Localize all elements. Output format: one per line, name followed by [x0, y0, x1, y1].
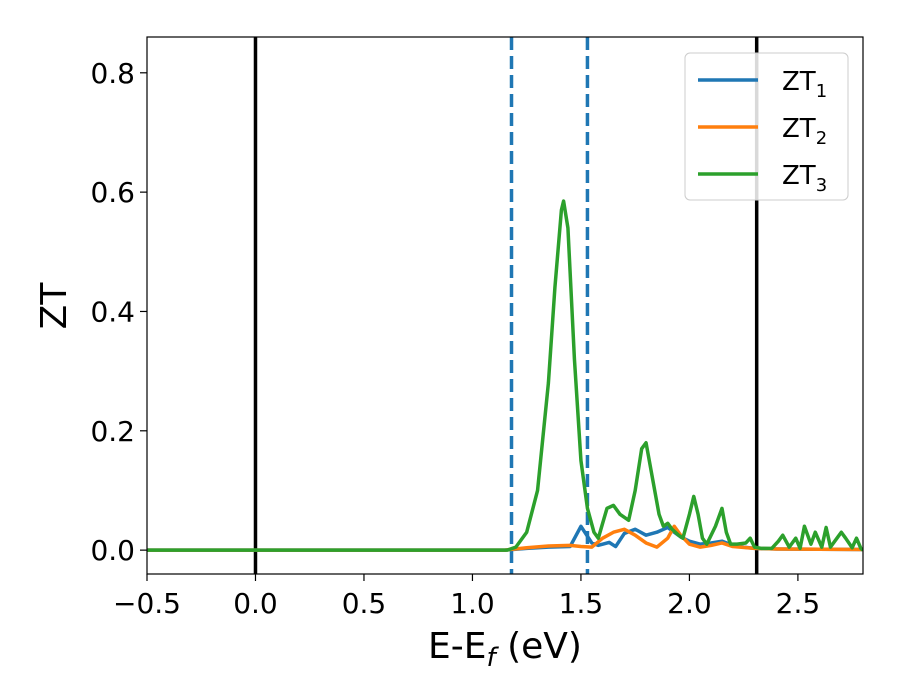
legend-box — [684, 52, 849, 201]
y-tick-label: 0.6 — [90, 176, 135, 209]
x-tick-label: −0.5 — [113, 587, 181, 620]
y-tick-label: 0.2 — [90, 415, 135, 448]
x-tick-label: 0.5 — [342, 587, 387, 620]
series-line-zt3 — [147, 199, 863, 552]
legend-label: ZT2 — [782, 114, 827, 149]
y-tick-label: 0.0 — [90, 534, 135, 567]
reference-lines — [253, 37, 759, 574]
x-tick-label: 1.0 — [450, 587, 495, 620]
series-lines — [147, 199, 863, 552]
y-axis: 0.0 0.2 0.4 0.6 0.8 — [90, 57, 147, 567]
y-axis-label: ZT — [34, 282, 75, 330]
x-tick-label: 2.5 — [776, 587, 821, 620]
x-axis: −0.5 0.0 0.5 1.0 1.5 2.0 2.5 — [113, 574, 820, 620]
legend: ZT1 ZT2 ZT3 — [684, 52, 849, 201]
y-tick-label: 0.4 — [90, 295, 135, 328]
legend-label: ZT1 — [782, 67, 827, 102]
axes-frame — [146, 36, 864, 575]
x-axis-label: E-Ef (eV) — [428, 626, 582, 673]
series-line-zt2 — [147, 524, 863, 552]
x-axis-label-main: E-E — [428, 626, 486, 667]
y-tick-label: 0.8 — [90, 57, 135, 90]
x-tick-label: 0.0 — [233, 587, 278, 620]
legend-label: ZT3 — [782, 161, 827, 196]
x-tick-label: 1.5 — [559, 587, 604, 620]
x-tick-label: 2.0 — [667, 587, 712, 620]
x-axis-label-tail: (eV) — [496, 626, 582, 667]
